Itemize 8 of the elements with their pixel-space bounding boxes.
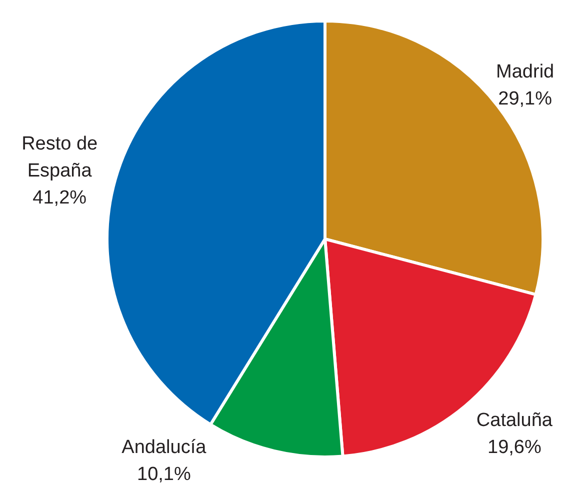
slice-label: Madrid <box>496 62 554 83</box>
slice-label: Resto de España <box>22 133 98 182</box>
slice-label: Cataluña <box>476 410 553 431</box>
data-label: 10,1% <box>137 464 191 485</box>
data-label: 29,1% <box>498 88 552 110</box>
data-label: 41,2% <box>32 187 87 208</box>
data-label: 19,6% <box>488 436 542 458</box>
slice-label: Andalucía <box>122 437 207 458</box>
